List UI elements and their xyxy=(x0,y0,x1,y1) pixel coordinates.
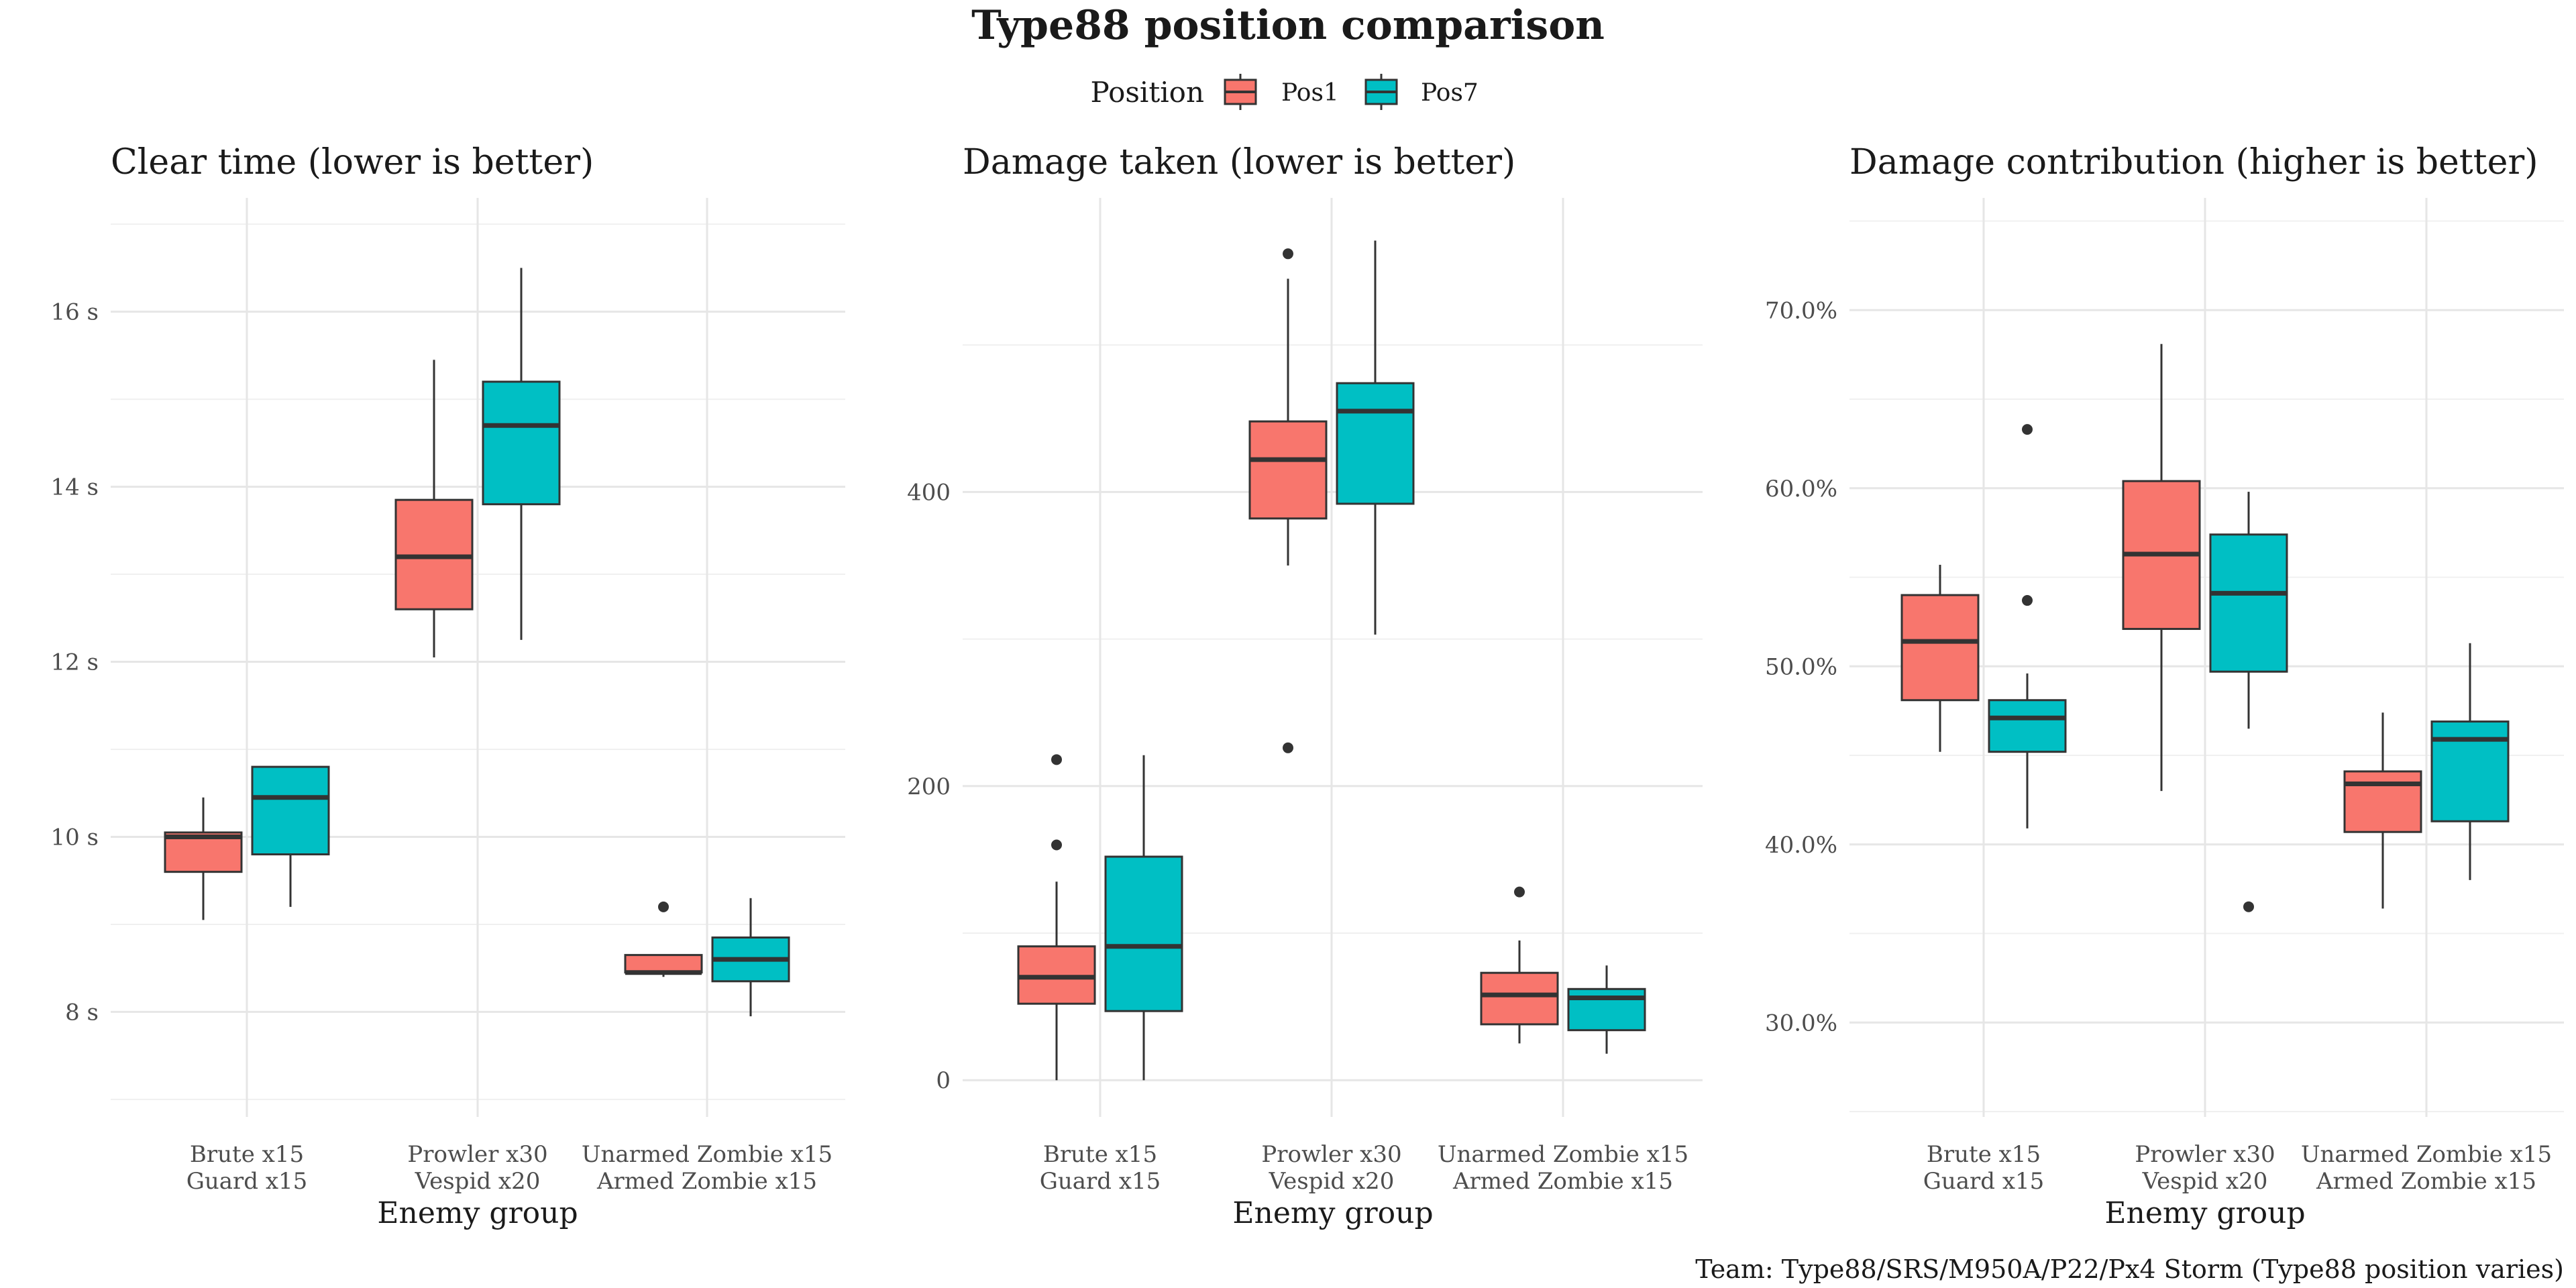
panel-damage-taken-grid xyxy=(963,198,1703,1117)
y-tick-label: 60.0% xyxy=(1765,476,1837,502)
box-pos7-group-3 xyxy=(711,898,790,1016)
x-tick-label: Unarmed Zombie x15 xyxy=(2301,1141,2552,1168)
y-tick-label: 50.0% xyxy=(1765,653,1837,680)
legend-label-pos1: Pos1 xyxy=(1281,79,1339,107)
outlier-point xyxy=(1051,839,1062,851)
outlier-point xyxy=(1283,248,1293,260)
box-pos7-group-1 xyxy=(1988,424,2067,828)
y-tick-label: 200 xyxy=(907,773,951,800)
box-pos1-group-1 xyxy=(1017,754,1096,1081)
box-pos7-group-2 xyxy=(482,268,561,640)
outlier-point xyxy=(658,901,669,912)
x-tick-label: Vespid x20 xyxy=(2142,1168,2268,1195)
box-pos7-group-3 xyxy=(2430,643,2510,880)
x-tick-label: Guard x15 xyxy=(186,1168,308,1195)
box-iqr xyxy=(1336,382,1415,505)
x-tick-label: Guard x15 xyxy=(1040,1168,1161,1195)
x-tick-label: Vespid x20 xyxy=(1269,1168,1395,1195)
y-tick-label: 400 xyxy=(907,479,951,506)
legend: Position Pos1 Pos7 xyxy=(1091,74,1479,110)
legend-title: Position xyxy=(1091,76,1204,109)
panel-clear-time-xlabel: Enemy group xyxy=(377,1196,578,1230)
box-pos1-group-2 xyxy=(1248,248,1328,753)
outlier-point xyxy=(1283,742,1293,753)
box-pos7-group-3 xyxy=(1567,965,1646,1054)
box-iqr xyxy=(624,954,703,974)
x-tick-label: Unarmed Zombie x15 xyxy=(582,1141,833,1168)
box-pos1-group-3 xyxy=(1480,886,1559,1044)
chart-caption: Team: Type88/SRS/M950A/P22/Px4 Storm (Ty… xyxy=(1695,1254,2564,1284)
x-tick-label: Unarmed Zombie x15 xyxy=(1438,1141,1688,1168)
x-tick-label: Brute x15 xyxy=(1927,1141,2041,1168)
y-tick-label: 14 s xyxy=(50,474,99,501)
box-iqr xyxy=(1104,855,1183,1012)
x-tick-label: Armed Zombie x15 xyxy=(2316,1168,2536,1195)
legend-label-pos7: Pos7 xyxy=(1421,79,1479,107)
box-pos1-group-1 xyxy=(1900,564,1980,752)
x-tick-label: Vespid x20 xyxy=(415,1168,541,1195)
box-pos7-group-1 xyxy=(251,765,330,907)
box-iqr xyxy=(482,380,561,506)
box-pos7-group-1 xyxy=(1104,755,1183,1081)
y-tick-label: 8 s xyxy=(65,999,99,1026)
outlier-point xyxy=(2243,901,2254,912)
x-tick-label: Brute x15 xyxy=(190,1141,304,1168)
x-tick-label: Guard x15 xyxy=(1923,1168,2045,1195)
box-iqr xyxy=(2430,720,2510,822)
panel-clear-time: Clear time (lower is better) Enemy group… xyxy=(50,142,845,1230)
legend-key-pos7 xyxy=(1364,74,1398,110)
panel-clear-time-title: Clear time (lower is better) xyxy=(111,142,594,182)
panel-damage-taken-title: Damage taken (lower is better) xyxy=(963,142,1515,182)
y-tick-label: 30.0% xyxy=(1765,1010,1837,1036)
box-iqr xyxy=(1248,420,1328,520)
box-pos1-group-1 xyxy=(164,797,243,920)
box-iqr xyxy=(1567,987,1646,1032)
x-tick-label: Prowler x30 xyxy=(407,1141,547,1168)
box-iqr xyxy=(2209,533,2288,673)
x-tick-label: Armed Zombie x15 xyxy=(596,1168,817,1195)
y-tick-label: 70.0% xyxy=(1765,297,1837,324)
panel-damage-contribution-xlabel: Enemy group xyxy=(2104,1196,2305,1230)
y-tick-label: 12 s xyxy=(50,649,99,676)
panel-damage-contribution-title: Damage contribution (higher is better) xyxy=(1849,142,2538,182)
box-pos1-group-2 xyxy=(394,360,474,657)
x-tick-label: Armed Zombie x15 xyxy=(1452,1168,1673,1195)
box-pos7-group-2 xyxy=(2209,492,2288,912)
box-pos1-group-3 xyxy=(2343,712,2422,909)
box-pos1-group-3 xyxy=(624,901,703,977)
panel-damage-taken-xlabel: Enemy group xyxy=(1232,1196,1433,1230)
box-iqr xyxy=(1480,971,1559,1026)
x-tick-label: Brute x15 xyxy=(1043,1141,1157,1168)
y-tick-label: 40.0% xyxy=(1765,832,1837,859)
outlier-point xyxy=(1514,886,1525,898)
y-tick-label: 16 s xyxy=(50,299,99,326)
panel-damage-contribution: Damage contribution (higher is better) E… xyxy=(1765,142,2564,1230)
box-iqr xyxy=(1988,699,2067,753)
panel-damage-taken: Damage taken (lower is better) Enemy gro… xyxy=(907,142,1703,1230)
box-pos7-group-2 xyxy=(1336,240,1415,635)
outlier-point xyxy=(1051,754,1062,765)
y-tick-label: 0 xyxy=(936,1067,951,1094)
legend-key-pos1 xyxy=(1224,74,1257,110)
box-iqr xyxy=(1900,594,1980,702)
chart-title: Type88 position comparison xyxy=(971,2,1605,49)
box-iqr xyxy=(251,765,330,856)
box-pos1-group-2 xyxy=(2122,343,2201,792)
y-tick-label: 10 s xyxy=(50,824,99,851)
x-tick-label: Prowler x30 xyxy=(1261,1141,1401,1168)
outlier-point xyxy=(2022,595,2033,606)
x-tick-label: Prowler x30 xyxy=(2135,1141,2275,1168)
box-iqr xyxy=(2343,770,2422,833)
outlier-point xyxy=(2022,424,2033,435)
panel-clear-time-grid xyxy=(111,198,845,1117)
